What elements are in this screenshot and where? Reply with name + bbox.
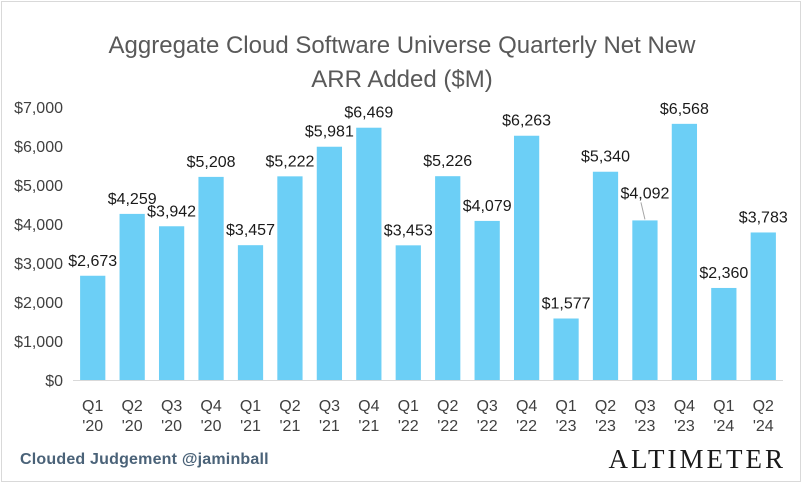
x-tick-label: Q2 xyxy=(753,398,774,415)
brand-logo: ALTIMETER xyxy=(608,444,786,474)
data-label: $6,469 xyxy=(344,105,393,122)
data-label: $6,568 xyxy=(660,101,709,118)
bar xyxy=(632,220,658,380)
data-label: $1,577 xyxy=(542,295,591,312)
x-tick-label: Q1 xyxy=(398,398,419,415)
bar xyxy=(198,176,224,380)
data-label: $5,340 xyxy=(581,149,630,166)
data-label: $5,208 xyxy=(187,154,236,171)
y-tick-label: $5,000 xyxy=(14,178,63,195)
y-tick-label: $4,000 xyxy=(14,217,63,234)
x-tick-label: '20 xyxy=(201,418,222,435)
bar xyxy=(553,318,579,380)
x-tick-label: Q4 xyxy=(358,398,379,415)
x-tick-label: '21 xyxy=(319,418,340,435)
data-label: $5,222 xyxy=(265,153,314,170)
y-tick-label: $7,000 xyxy=(14,100,63,117)
bar xyxy=(80,275,106,380)
x-tick-label: '21 xyxy=(280,418,301,435)
bar xyxy=(435,176,461,380)
bar xyxy=(711,287,737,380)
x-tick-label: '22 xyxy=(516,418,537,435)
bar xyxy=(395,245,421,380)
bar xyxy=(277,176,303,380)
data-label: $3,453 xyxy=(384,222,433,239)
x-tick-label: Q2 xyxy=(595,398,616,415)
x-tick-label: Q1 xyxy=(555,398,576,415)
bar xyxy=(474,220,500,380)
y-tick-label: $1,000 xyxy=(14,334,63,351)
x-tick-label: '20 xyxy=(82,418,103,435)
x-tick-label: Q1 xyxy=(240,398,261,415)
data-label-leader xyxy=(640,202,646,220)
x-tick-label: '22 xyxy=(398,418,419,435)
y-tick-label: $2,000 xyxy=(14,295,63,312)
bar xyxy=(316,146,343,380)
bar xyxy=(158,226,185,380)
x-tick-label: Q4 xyxy=(200,398,221,415)
data-label: $4,259 xyxy=(108,191,157,208)
bar xyxy=(750,232,776,380)
x-tick-label: Q3 xyxy=(476,398,497,415)
bar xyxy=(119,213,145,380)
x-tick-label: '23 xyxy=(595,418,616,435)
chart-title-line: ARR Added ($M) xyxy=(311,66,492,93)
data-label: $4,092 xyxy=(620,185,669,202)
x-tick-label: '24 xyxy=(753,418,774,435)
source-credit: Clouded Judgement @jaminball xyxy=(20,451,269,468)
x-tick-label: Q1 xyxy=(713,398,734,415)
x-tick-label: '23 xyxy=(556,418,577,435)
data-label: $5,981 xyxy=(305,124,354,141)
chart-title-line: Aggregate Cloud Software Universe Quarte… xyxy=(109,32,697,59)
x-tick-label: Q1 xyxy=(82,398,103,415)
data-label: $6,263 xyxy=(502,113,551,130)
data-label: $4,079 xyxy=(463,198,512,215)
x-tick-label: Q2 xyxy=(279,398,300,415)
x-tick-label: '22 xyxy=(477,418,498,435)
data-label: $3,457 xyxy=(226,222,275,239)
data-label: $5,226 xyxy=(423,153,472,170)
y-tick-label: $3,000 xyxy=(14,256,63,273)
x-tick-label: Q4 xyxy=(674,398,695,415)
data-label: $3,783 xyxy=(739,209,788,226)
data-label: $2,673 xyxy=(68,253,117,270)
x-tick-label: Q2 xyxy=(437,398,458,415)
x-tick-label: '20 xyxy=(161,418,182,435)
x-tick-label: '21 xyxy=(240,418,261,435)
data-label: $2,360 xyxy=(699,265,748,282)
bar xyxy=(356,127,382,380)
x-tick-label: '20 xyxy=(122,418,143,435)
x-tick-label: Q4 xyxy=(516,398,537,415)
bar xyxy=(237,245,264,380)
x-tick-label: '21 xyxy=(358,418,379,435)
data-label: $3,942 xyxy=(147,203,196,220)
y-tick-label: $0 xyxy=(45,373,63,390)
x-tick-label: Q3 xyxy=(634,398,655,415)
x-tick-label: '22 xyxy=(437,418,458,435)
x-tick-label: Q3 xyxy=(161,398,182,415)
x-tick-label: Q2 xyxy=(121,398,142,415)
bar xyxy=(513,135,540,380)
x-tick-label: '23 xyxy=(635,418,656,435)
x-tick-label: '23 xyxy=(674,418,695,435)
x-tick-label: Q3 xyxy=(319,398,340,415)
x-tick-label: '24 xyxy=(713,418,734,435)
bar xyxy=(671,123,698,381)
bar xyxy=(592,171,619,380)
y-tick-label: $6,000 xyxy=(14,139,63,156)
